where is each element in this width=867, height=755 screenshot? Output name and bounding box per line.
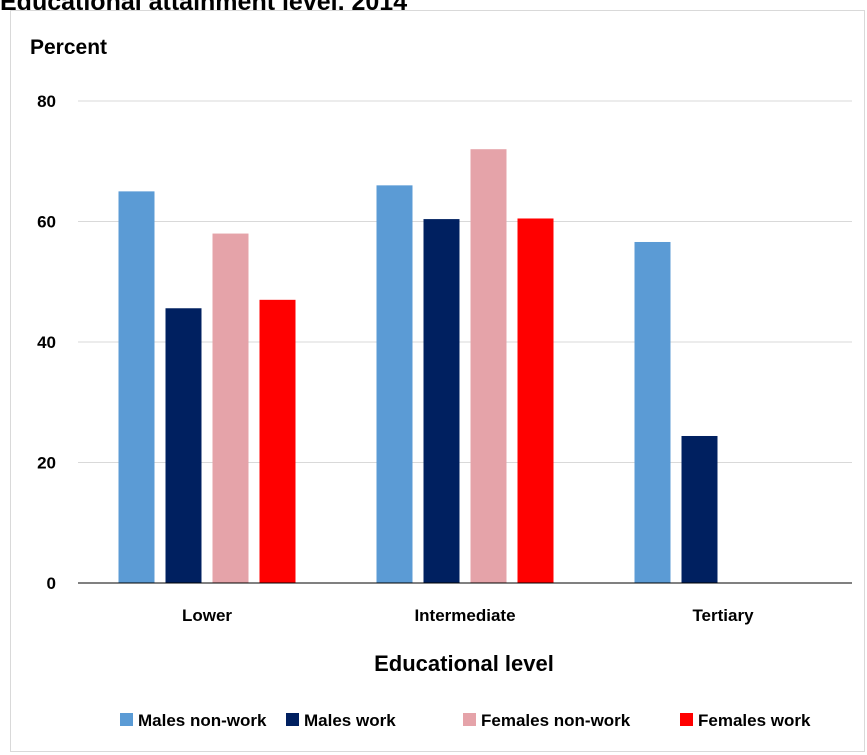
bar — [681, 435, 718, 583]
legend-label: Males work — [304, 711, 396, 730]
category-label: Tertiary — [692, 606, 754, 625]
legend-label: Females non-work — [481, 711, 631, 730]
x-axis-title: Educational level — [374, 651, 554, 676]
bars — [118, 149, 718, 584]
bar — [517, 218, 554, 584]
legend-swatch — [463, 713, 476, 726]
y-tick-labels: 0 20 40 60 80 — [37, 92, 56, 593]
legend-swatch — [286, 713, 299, 726]
category-label: Lower — [182, 606, 232, 625]
y-tick-label: 20 — [37, 454, 56, 473]
bar — [212, 233, 249, 584]
bar — [118, 191, 155, 583]
bar — [423, 219, 460, 583]
y-tick-label: 60 — [37, 213, 56, 232]
legend-label: Males non-work — [138, 711, 267, 730]
y-tick-label: 0 — [47, 574, 56, 593]
bar — [259, 299, 296, 583]
legend-label: Females work — [698, 711, 811, 730]
category-label: Intermediate — [414, 606, 515, 625]
legend-swatch — [680, 713, 693, 726]
y-tick-label: 40 — [37, 333, 56, 352]
legend-swatch — [120, 713, 133, 726]
bar — [634, 241, 671, 584]
gridlines — [78, 100, 852, 463]
bar — [376, 185, 413, 583]
bar — [165, 308, 202, 583]
legend: Males non-work Males work Females non-work… — [120, 711, 811, 730]
y-tick-label: 80 — [37, 92, 56, 111]
category-labels: Lower Intermediate Tertiary — [182, 606, 754, 625]
y-axis-unit-label: Percent — [30, 36, 107, 59]
bar — [470, 149, 507, 583]
